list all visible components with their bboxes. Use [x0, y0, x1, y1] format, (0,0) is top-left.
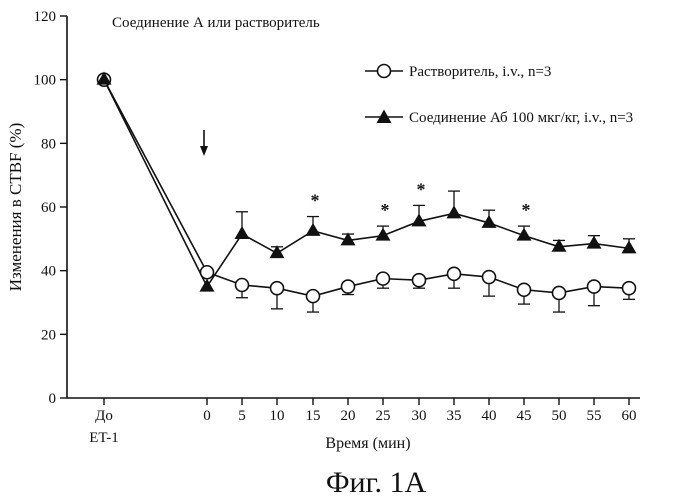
legend-entry-vehicle: Растворитель, i.v., n=3 — [365, 63, 551, 80]
dose-arrow-head — [200, 146, 208, 156]
significance-asterisk: * — [311, 191, 320, 211]
chart-annotation: Соединение А или растворитель — [112, 15, 320, 31]
x-tick-label: 5 — [238, 408, 246, 424]
data-point-circle — [234, 277, 250, 293]
data-point-circle — [269, 280, 285, 296]
data-point-circle — [481, 269, 497, 285]
legend-label-vehicle: Растворитель, i.v., n=3 — [409, 64, 551, 80]
x-tick-label: 35 — [447, 408, 462, 424]
axes: 0 20 40 60 80 100 120 До ET-1 0 5 10 15 20 25 30 35 40 45 5… — [34, 9, 640, 446]
legend: Растворитель, i.v., n=3 Соединение Аб 10… — [365, 63, 633, 126]
y-tick-label: 120 — [34, 9, 57, 25]
data-point-triangle — [516, 227, 532, 241]
x-tick-label: 55 — [587, 408, 602, 424]
data-point-triangle — [375, 227, 391, 241]
x-tick-label: 10 — [270, 408, 285, 424]
x-tick-label: 40 — [482, 408, 497, 424]
y-tick-label: 40 — [41, 264, 56, 280]
data-point-circle — [340, 279, 356, 294]
data-point-circle — [446, 266, 462, 282]
data-point-triangle — [586, 235, 602, 249]
x-axis-label: Время (мин) — [325, 435, 410, 452]
legend-entry-compound: Соединение Аб 100 мкг/кг, i.v., n=3 — [365, 109, 633, 126]
data-point-triangle — [551, 238, 567, 252]
x-tick-label: 0 — [203, 408, 211, 424]
data-point-circle — [199, 264, 215, 280]
data-point-circle — [305, 288, 321, 304]
legend-label-compound: Соединение Аб 100 мкг/кг, i.v., n=3 — [409, 110, 633, 126]
y-tick-label: 100 — [34, 73, 57, 89]
data-point-circle — [621, 280, 637, 296]
data-point-triangle — [96, 71, 112, 85]
x-tick-label: 25 — [376, 408, 391, 424]
x-tick-label: 50 — [552, 408, 567, 424]
data-point-circle — [411, 272, 427, 288]
data-point-circle — [551, 285, 567, 301]
legend-marker-triangle — [376, 109, 392, 123]
x-tick-label: 20 — [341, 408, 356, 424]
figure-caption: Фиг. 1А — [326, 466, 427, 499]
x-tick-label-line2: ET-1 — [89, 430, 118, 446]
x-tick-label: 45 — [517, 408, 532, 424]
data-point-triangle — [305, 222, 321, 236]
x-tick-label: До — [95, 408, 113, 424]
data-point-triangle — [234, 226, 250, 240]
significance-asterisk: * — [522, 200, 531, 220]
y-tick-label: 60 — [41, 200, 56, 216]
data-point-circle — [375, 271, 391, 286]
x-tick-label: 30 — [412, 408, 427, 424]
y-tick-label: 0 — [49, 391, 57, 407]
data-point-triangle — [199, 278, 215, 292]
plot-area: * * * * — [96, 71, 637, 313]
data-point-circle — [586, 279, 602, 294]
data-point-triangle — [446, 205, 462, 219]
data-point-triangle — [411, 213, 427, 227]
data-point-triangle — [481, 214, 497, 228]
y-tick-label: 80 — [41, 136, 56, 152]
significance-asterisk: * — [417, 179, 426, 199]
y-tick-label: 20 — [41, 327, 56, 343]
data-point-triangle — [269, 245, 285, 259]
x-tick-label: 60 — [622, 408, 637, 424]
significance-asterisk: * — [381, 200, 390, 220]
y-axis-label: Изменения в СТВF (%) — [6, 123, 25, 292]
data-point-circle — [516, 282, 532, 298]
x-tick-label: 15 — [306, 408, 321, 424]
legend-marker-circle — [376, 63, 392, 79]
data-point-triangle — [621, 240, 637, 254]
data-point-triangle — [340, 232, 356, 246]
